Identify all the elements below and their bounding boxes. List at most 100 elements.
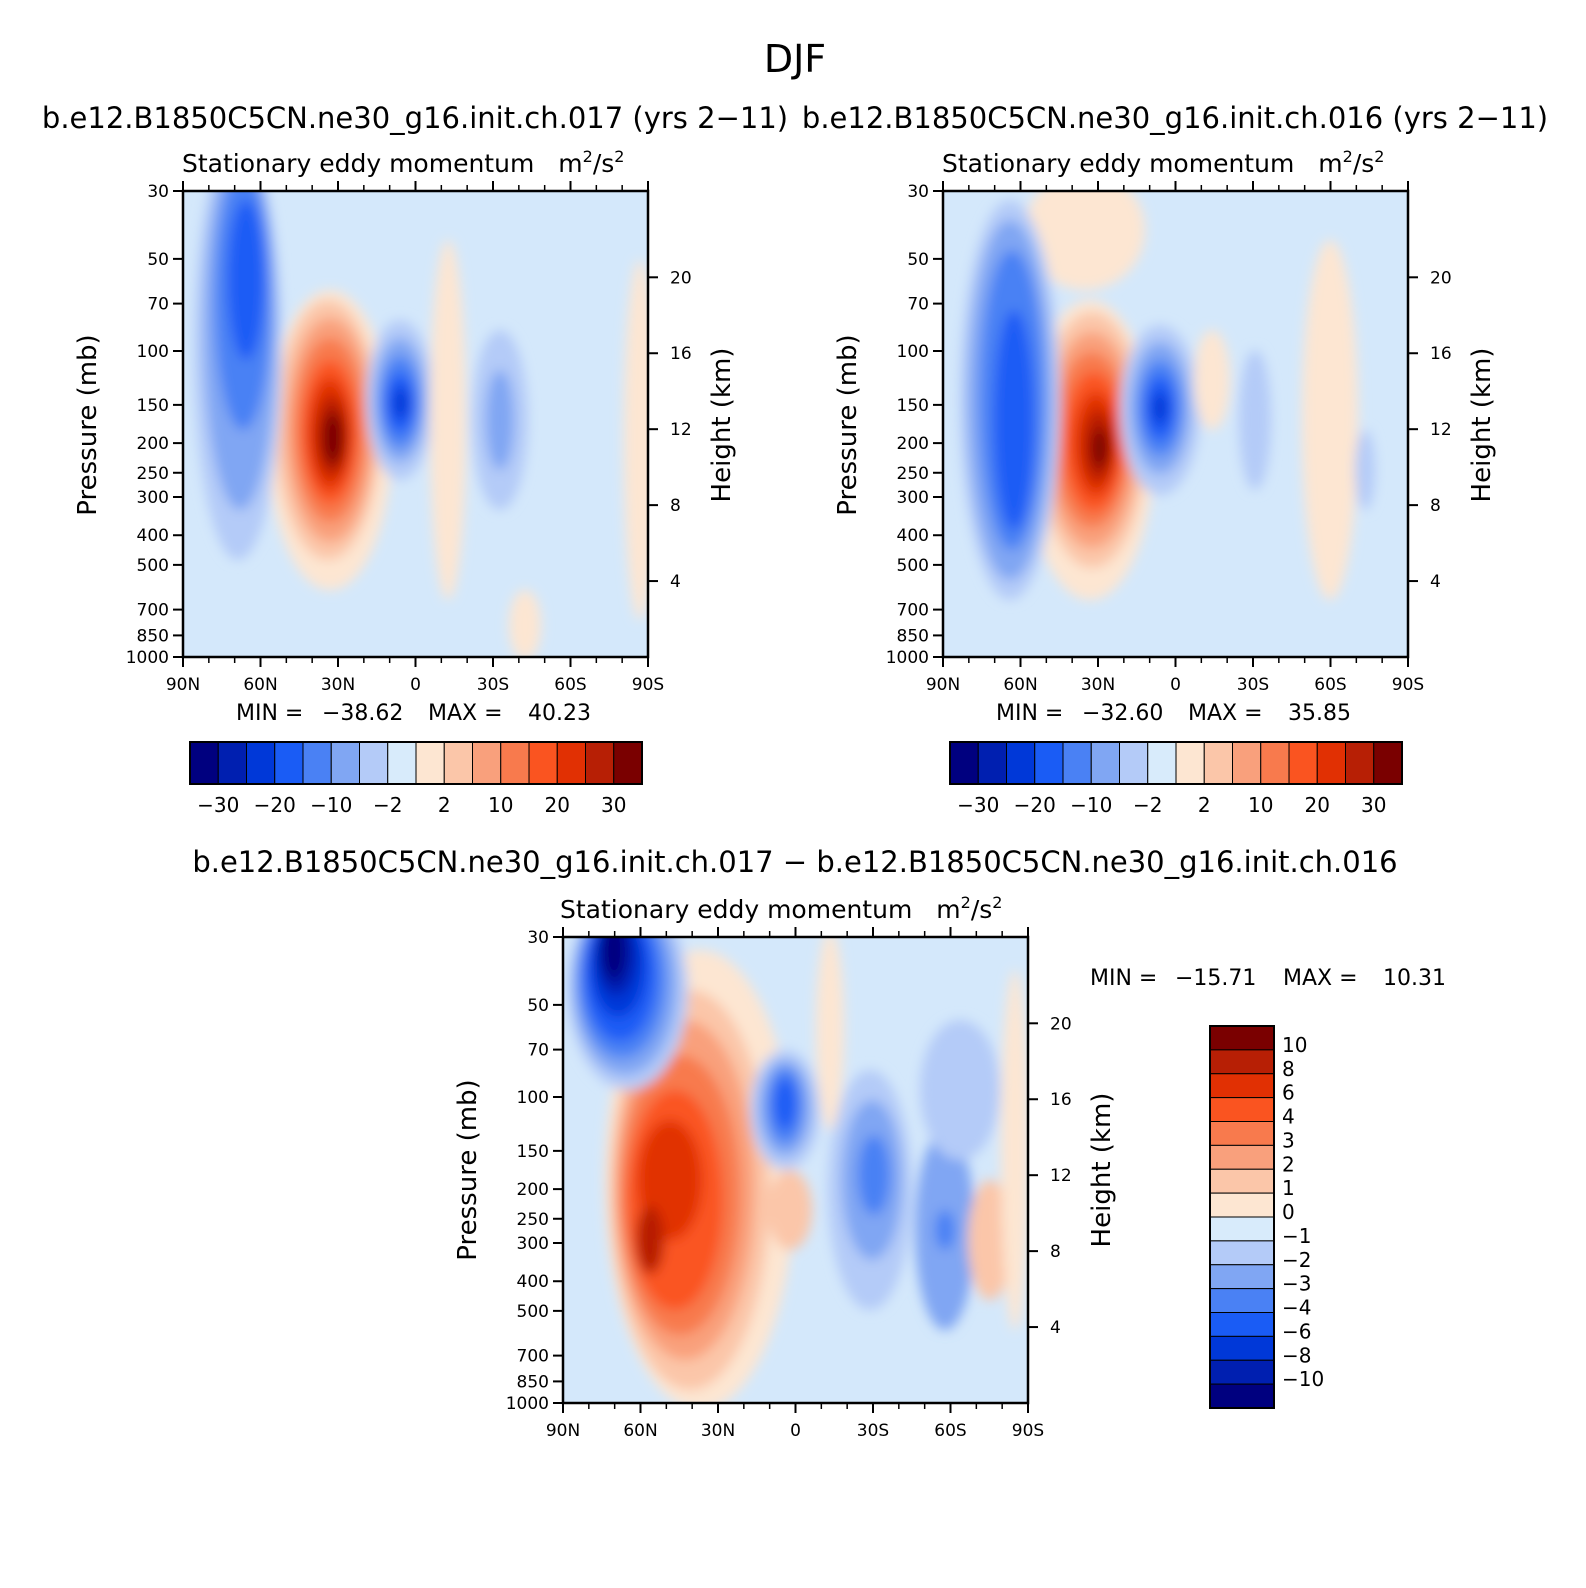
- panel-c-field: [568, 937, 1028, 1403]
- colorbar-label: 10: [488, 793, 513, 817]
- colorbar-box: [1006, 741, 1036, 785]
- colorbar-box: [500, 741, 530, 785]
- colorbar-box: [1209, 1025, 1275, 1051]
- panel-c-min-label: MIN =: [1090, 966, 1157, 991]
- panel-a-units-mid: /s: [593, 149, 614, 178]
- panel-a-units-sup2: 2: [614, 147, 624, 166]
- colorbar-box: [1232, 741, 1262, 785]
- height-tick-label: 16: [670, 344, 692, 364]
- panel-b-ylabel: Pressure (mb): [833, 334, 863, 515]
- colorbar-box: [556, 741, 586, 785]
- x-tick-label: 30S: [857, 1421, 889, 1441]
- colorbar-label: 20: [1305, 793, 1330, 817]
- x-tick-label: 60S: [934, 1421, 966, 1441]
- colorbar-label: 8: [1282, 1057, 1295, 1081]
- colorbar-box: [977, 741, 1007, 785]
- panel-b-units-sup2: 2: [1374, 147, 1384, 166]
- colorbar-box: [246, 741, 276, 785]
- colorbar-box: [1209, 1359, 1275, 1385]
- colorbar-label: −10: [310, 793, 352, 817]
- x-tick-label: 0: [410, 675, 421, 695]
- y-tick-label: 250: [137, 464, 169, 484]
- y-tick-label: 200: [897, 434, 929, 454]
- colorbar-label: −6: [1282, 1319, 1311, 1343]
- colorbar-box: [949, 741, 979, 785]
- panel-c-max-label: MAX =: [1283, 966, 1358, 991]
- y-tick-label: 30: [907, 182, 929, 202]
- colorbar-box: [613, 741, 643, 785]
- colorbar-label: −1: [1282, 1224, 1311, 1248]
- panel-a-units-base: m: [558, 149, 582, 178]
- panel-b-units-sup1: 2: [1343, 147, 1353, 166]
- x-tick-label: 30N: [701, 1421, 735, 1441]
- colorbar-label: 1: [1282, 1176, 1295, 1200]
- x-tick-label: 60N: [243, 675, 277, 695]
- height-tick-label: 4: [1050, 1318, 1061, 1338]
- height-tick-label: 20: [1430, 268, 1452, 288]
- panel-a-ylabel: Pressure (mb): [73, 334, 103, 515]
- panel-b-min-value: −32.60: [1082, 701, 1163, 726]
- colorbar-box: [1345, 741, 1375, 785]
- colorbar-box: [1203, 741, 1233, 785]
- colorbar-box: [1209, 1383, 1275, 1409]
- y-tick-label: 50: [147, 250, 169, 270]
- colorbar-box: [1209, 1097, 1275, 1122]
- colorbar-label: 20: [545, 793, 570, 817]
- colorbar-label: −30: [197, 793, 239, 817]
- panel-a-max-value: 40.23: [528, 701, 591, 726]
- colorbar-box: [330, 741, 360, 785]
- height-tick-label: 4: [1430, 572, 1441, 592]
- x-tick-label: 60N: [1003, 675, 1037, 695]
- colorbar-label: −4: [1282, 1296, 1311, 1320]
- x-tick-label: 30N: [321, 675, 355, 695]
- panel-c-case-title: b.e12.B1850C5CN.ne30_g16.init.ch.017 − b…: [192, 845, 1397, 879]
- panel-a-case-title: b.e12.B1850C5CN.ne30_g16.init.ch.017 (yr…: [42, 101, 788, 135]
- x-tick-label: 60N: [623, 1421, 657, 1441]
- y-tick-label: 200: [137, 434, 169, 454]
- y-tick-label: 400: [517, 1272, 549, 1292]
- colorbar-box: [1209, 1288, 1275, 1313]
- x-tick-label: 30N: [1081, 675, 1115, 695]
- y-tick-label: 700: [517, 1347, 549, 1367]
- height-tick-label: 12: [1050, 1166, 1072, 1186]
- panel-a-var-title-text: Stationary eddy momentum: [182, 149, 534, 178]
- colorbar-box: [1316, 741, 1346, 785]
- panel-b-var-title: Stationary eddy momentum m2/s2: [942, 147, 1384, 178]
- panel-b-max-value: 35.85: [1288, 701, 1351, 726]
- panel-b-field: [960, 191, 1375, 600]
- y-tick-label: 100: [517, 1088, 549, 1108]
- y-tick-label: 850: [897, 626, 929, 646]
- colorbar-label: −3: [1282, 1272, 1311, 1296]
- panel-c-units-base: m: [936, 895, 960, 924]
- panel-c-units-sup1: 2: [961, 893, 971, 912]
- colorbar-frame: [189, 741, 643, 785]
- colorbar-label: 6: [1282, 1081, 1295, 1105]
- panel-c-min-value: −15.71: [1175, 966, 1256, 991]
- colorbar-label: 10: [1282, 1033, 1307, 1057]
- x-tick-label: 30S: [1237, 675, 1269, 695]
- panel-b-max-label: MAX =: [1188, 701, 1263, 726]
- x-tick-label: 90N: [166, 675, 200, 695]
- panel-b: b.e12.B1850C5CN.ne30_g16.init.ch.016 (yr…: [802, 101, 1548, 817]
- panel-c-var-title: Stationary eddy momentum m2/s2: [560, 893, 1002, 924]
- y-tick-label: 300: [897, 488, 929, 508]
- colorbar-label: 2: [1198, 793, 1211, 817]
- y-tick-label: 1000: [886, 648, 929, 668]
- colorbar-box: [359, 741, 389, 785]
- height-tick-label: 8: [1050, 1242, 1061, 1262]
- colorbar-frame: [1209, 1025, 1275, 1409]
- colorbar-label: −20: [254, 793, 296, 817]
- colorbar-box: [1034, 741, 1064, 785]
- panel-c-units-mid: /s: [971, 895, 992, 924]
- y-tick-label: 500: [137, 556, 169, 576]
- y-tick-label: 700: [137, 601, 169, 621]
- colorbar-box: [302, 741, 332, 785]
- panel-b-ylabel-right: Height (km): [1467, 348, 1497, 503]
- height-tick-label: 16: [1430, 344, 1452, 364]
- panel-b-min-label: MIN =: [996, 701, 1063, 726]
- panel-a-units-sup1: 2: [583, 147, 593, 166]
- y-tick-label: 1000: [126, 648, 169, 668]
- colorbar-box: [443, 741, 473, 785]
- y-tick-label: 850: [137, 626, 169, 646]
